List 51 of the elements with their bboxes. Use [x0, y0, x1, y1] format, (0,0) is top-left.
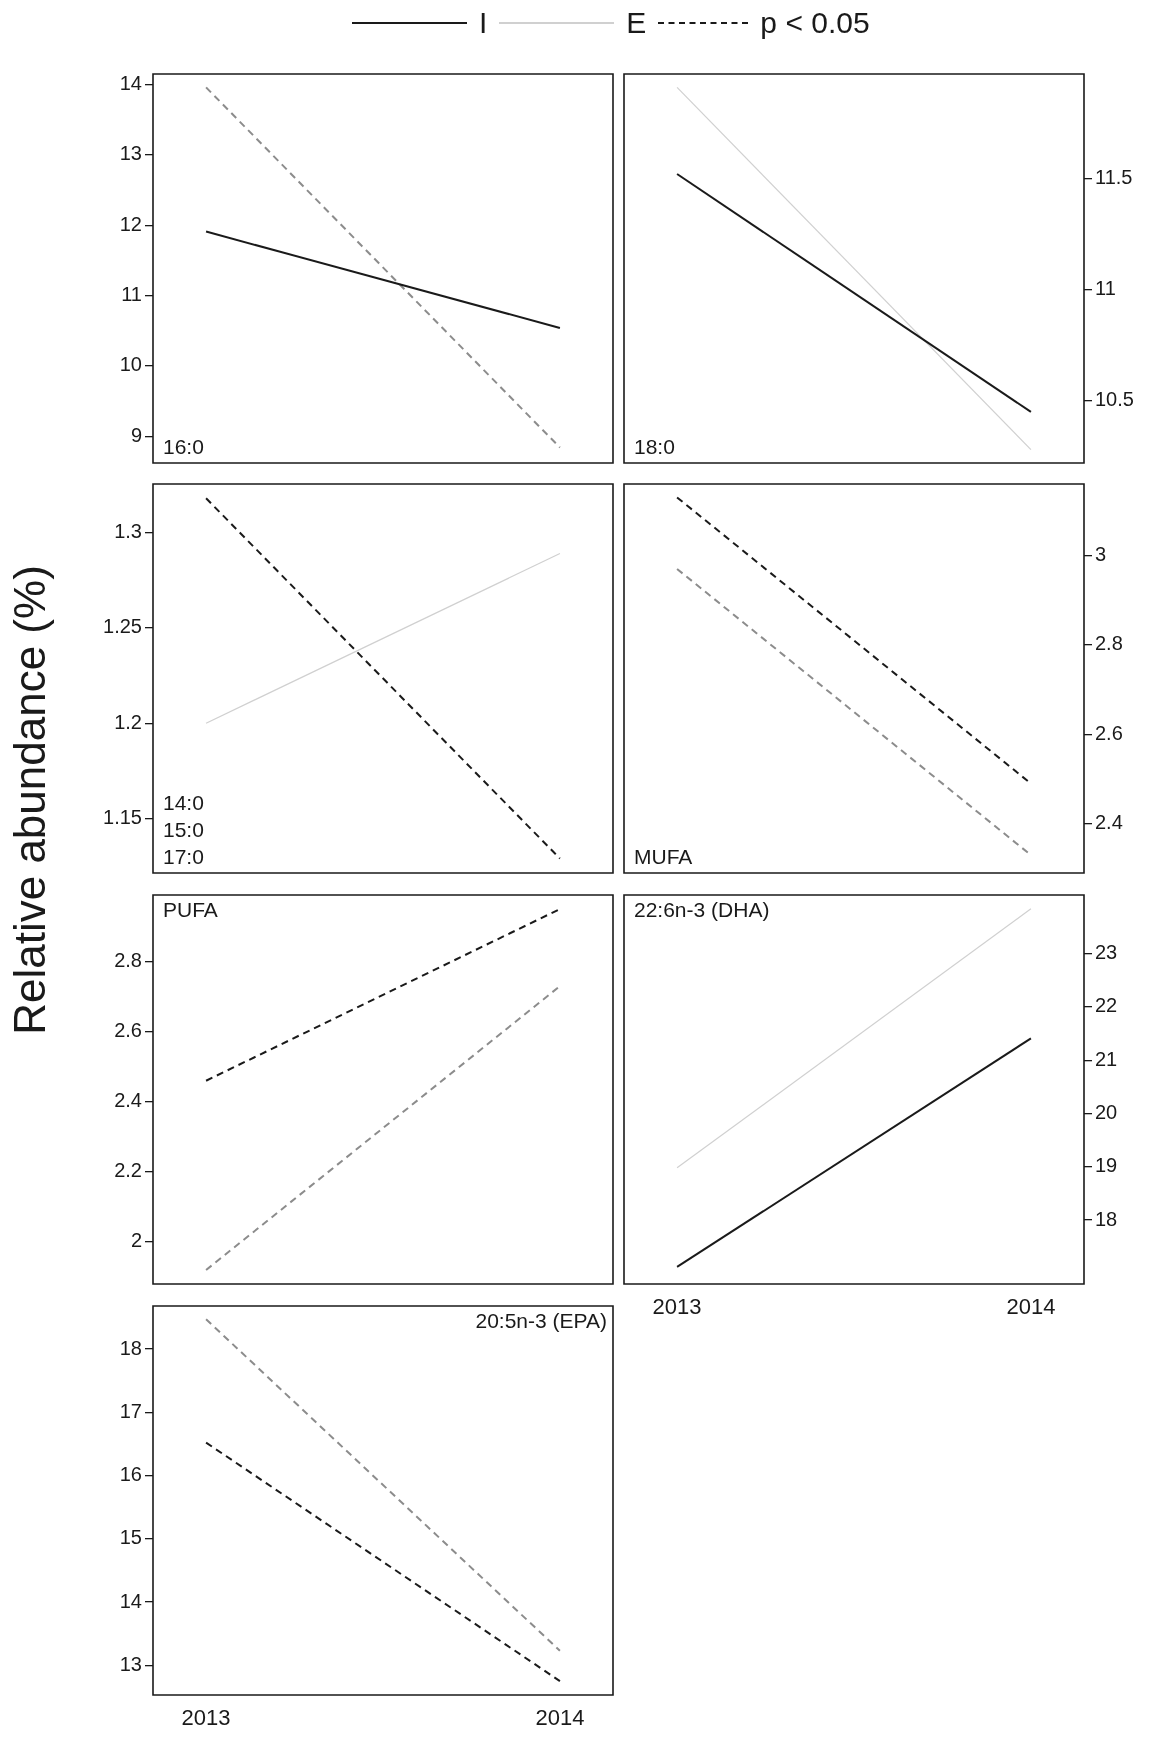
y-tick-label: 2.4: [114, 1089, 142, 1112]
y-tick-label: 10: [119, 353, 142, 376]
text: p < 0.05: [760, 6, 870, 40]
annotation: 18:0: [634, 435, 675, 459]
y-tick-label: 16: [119, 1463, 142, 1486]
y-tick-label: 15: [119, 1526, 142, 1549]
y-tick-label: 23: [1095, 941, 1118, 964]
annotation: 20:5n-3 (EPA): [475, 1309, 607, 1333]
annotation: 14:0: [163, 791, 204, 815]
y-tick-label: 22: [1095, 994, 1118, 1017]
y-tick-label: 21: [1095, 1047, 1118, 1070]
y-tick-label: 11: [1095, 277, 1116, 300]
y-tick-label: 2: [130, 1229, 142, 1252]
y-tick-label: 2.8: [1095, 632, 1123, 655]
y-tick-label: 2.6: [1095, 721, 1123, 744]
y-tick-label: 1.3: [114, 520, 142, 543]
annotation: 17:0: [163, 845, 204, 869]
y-tick-label: 2.4: [1095, 811, 1123, 834]
y-tick-label: 2.8: [114, 949, 142, 972]
y-tick-label: 2.6: [114, 1019, 142, 1042]
y-tick-label: 18: [1095, 1207, 1118, 1230]
y-tick-label: 1.25: [103, 615, 142, 638]
y-tick-label: 10.5: [1095, 388, 1134, 411]
y-tick-label: 14: [119, 72, 142, 95]
annotation: MUFA: [634, 845, 693, 869]
y-tick-label: 14: [119, 1589, 142, 1612]
y-tick-label: 18: [119, 1336, 142, 1359]
x-tick-label: 2013: [181, 1705, 231, 1731]
y-tick-label: 12: [119, 212, 142, 235]
x-tick-label: 2014: [535, 1705, 585, 1731]
annotation: 16:0: [163, 435, 204, 459]
y-tick-label: 1.2: [114, 710, 142, 733]
annotation: 15:0: [163, 818, 204, 842]
y-tick-label: 3: [1095, 543, 1107, 566]
x-tick-label: 2014: [1006, 1294, 1056, 1320]
y-tick-label: 17: [119, 1399, 142, 1422]
y-tick-label: 9: [130, 423, 142, 446]
legend-label: I: [479, 6, 488, 40]
annotation: PUFA: [163, 898, 218, 922]
y-tick-label: 2.2: [114, 1159, 142, 1182]
y-tick-label: 13: [119, 1652, 142, 1675]
legend-label: E: [626, 6, 647, 40]
y-tick-label: 19: [1095, 1154, 1118, 1177]
y-tick-label: 11: [121, 283, 142, 306]
y-tick-label: 1.15: [103, 806, 142, 829]
y-tick-label: 20: [1095, 1101, 1118, 1123]
y-axis-title: Relative abundance (%): [5, 565, 55, 1035]
x-tick-label: 2013: [652, 1294, 702, 1320]
y-tick-label: 11.5: [1095, 165, 1133, 188]
y-tick-label: 13: [119, 142, 142, 165]
annotation: 22:6n-3 (DHA): [634, 898, 770, 922]
